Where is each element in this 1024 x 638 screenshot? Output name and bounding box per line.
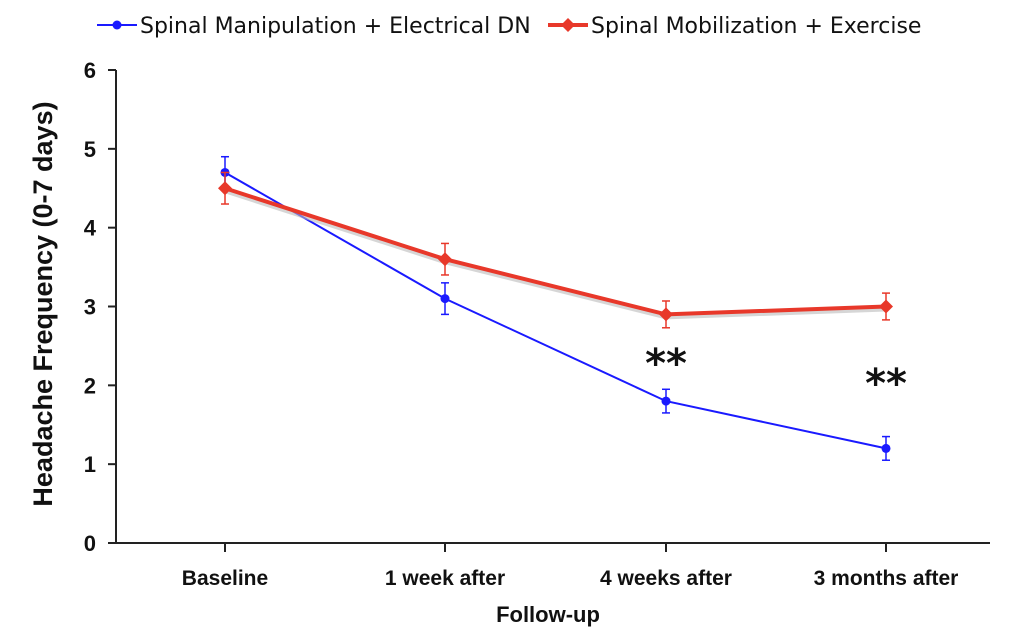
y-tick-label: 5 <box>84 137 96 162</box>
data-point <box>440 294 450 304</box>
series-group <box>218 155 893 461</box>
x-tick-label: Baseline <box>182 567 268 590</box>
legend-label: Spinal Mobilization + Exercise <box>591 14 921 39</box>
y-tick-label: 6 <box>84 58 96 83</box>
x-tick-label: 1 week after <box>385 567 505 590</box>
x-axis-ticks: Baseline 1 week after 4 weeks after 3 month… <box>182 543 959 590</box>
data-point <box>881 443 891 453</box>
x-tick-label: 3 months after <box>814 567 959 590</box>
y-tick-label: 2 <box>84 373 96 398</box>
legend-marker <box>112 20 122 30</box>
y-axis-label: Headache Frequency (0-7 days) <box>28 101 58 506</box>
data-point <box>661 396 671 406</box>
significance-marker: ** <box>645 341 687 387</box>
x-tick-label: 4 weeks after <box>600 567 732 590</box>
data-point <box>438 252 452 267</box>
data-point <box>218 181 232 196</box>
x-axis-label: Follow-up <box>496 602 600 627</box>
y-tick-label: 4 <box>84 216 97 241</box>
annotations: ** ** <box>645 341 907 407</box>
y-tick-label: 1 <box>84 452 96 477</box>
y-axis-ticks: 0 1 2 3 4 5 6 <box>84 58 116 556</box>
series-shadow <box>224 189 887 320</box>
data-point <box>879 299 893 314</box>
series-2 <box>218 171 893 329</box>
significance-marker: ** <box>865 361 907 407</box>
legend-marker <box>561 18 575 32</box>
data-point <box>659 307 673 322</box>
legend: Spinal Manipulation + Electrical DN Spina… <box>97 14 921 39</box>
series-line <box>224 171 887 450</box>
legend-label: Spinal Manipulation + Electrical DN <box>140 14 531 39</box>
legend-item-2: Spinal Mobilization + Exercise <box>548 14 921 39</box>
legend-item-1: Spinal Manipulation + Electrical DN <box>97 14 531 39</box>
y-tick-label: 0 <box>84 531 96 556</box>
series-line <box>224 186 887 317</box>
y-tick-label: 3 <box>84 295 96 320</box>
